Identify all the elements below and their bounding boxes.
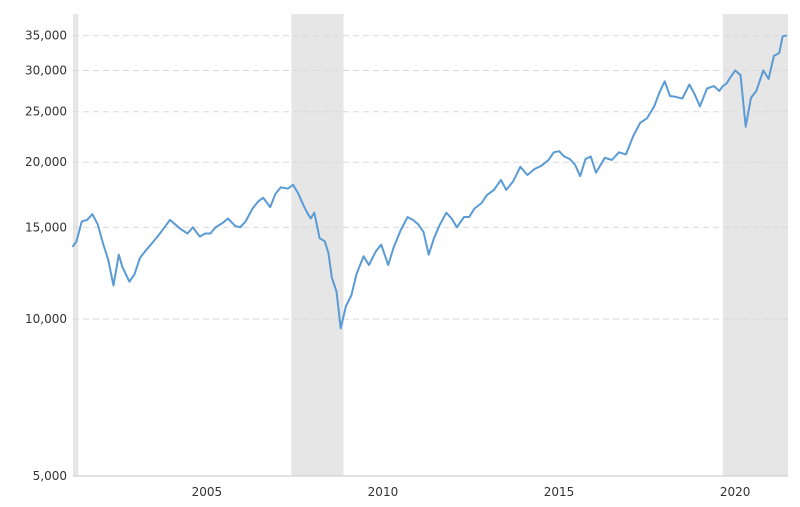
- shaded-period-layer: [73, 14, 788, 476]
- x-axis-tick-labels: 2005 2010 2015 2020: [192, 485, 751, 499]
- x-tick-label: 2015: [544, 485, 575, 499]
- y-tick-label: 35,000: [25, 29, 67, 43]
- x-tick-label: 2020: [720, 485, 751, 499]
- shaded-period-2: [722, 14, 788, 476]
- y-axis-tick-labels: 5,000 10,000 15,000 20,000 25,000 30,000 35,00…: [25, 29, 67, 483]
- y-tick-label: 15,000: [25, 220, 67, 234]
- y-tick-label: 20,000: [25, 155, 67, 169]
- y-tick-label: 25,000: [25, 105, 67, 119]
- shaded-period-1: [291, 14, 344, 476]
- y-tick-label: 10,000: [25, 312, 67, 326]
- y-tick-label: 30,000: [25, 63, 67, 77]
- y-tick-label: 5,000: [33, 469, 67, 483]
- shaded-period-0: [73, 14, 79, 476]
- series-line-0: [72, 34, 788, 330]
- series-layer: [72, 34, 788, 330]
- x-tick-label: 2005: [192, 485, 223, 499]
- x-tick-label: 2010: [368, 485, 399, 499]
- gridline-layer: [73, 35, 788, 477]
